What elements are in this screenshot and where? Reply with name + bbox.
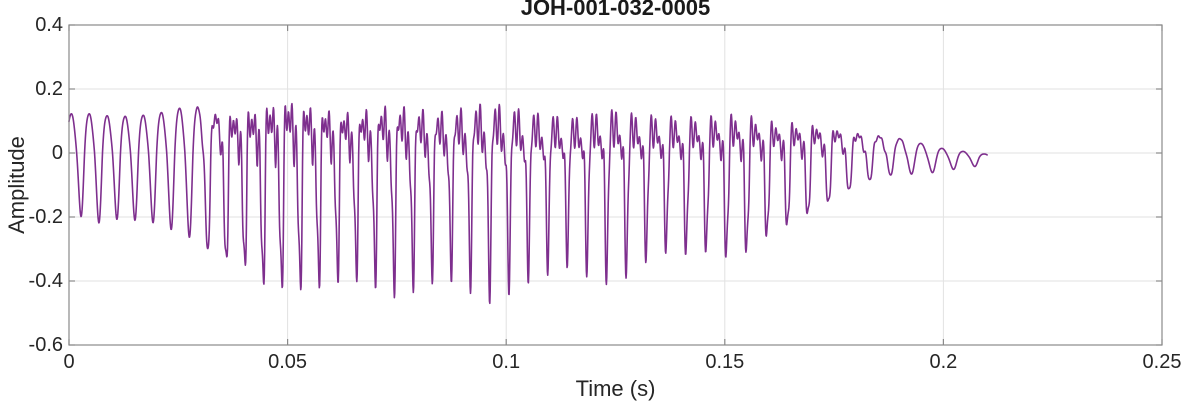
x-tick-label: 0.15: [705, 351, 745, 373]
waveform-line: [68, 102, 988, 305]
y-tick-label: -0.6: [28, 334, 63, 356]
x-tick-label: 0.05: [268, 351, 308, 373]
x-tick-label: 0.25: [1142, 351, 1182, 373]
y-tick-label: 0.4: [35, 14, 63, 36]
y-tick-label: -0.4: [28, 270, 63, 292]
y-tick-label: 0.2: [35, 78, 63, 100]
x-tick-label: 0.2: [929, 351, 958, 373]
x-tick-label: 0: [63, 351, 75, 373]
x-tick-label: 0.1: [492, 351, 521, 373]
y-tick-label: 0: [51, 142, 63, 164]
chart-title: JOH-001-032-0005: [520, 0, 711, 20]
y-tick-label: -0.2: [28, 206, 63, 228]
axes-box: [68, 24, 1163, 346]
x-axis-label: Time (s): [575, 376, 656, 401]
